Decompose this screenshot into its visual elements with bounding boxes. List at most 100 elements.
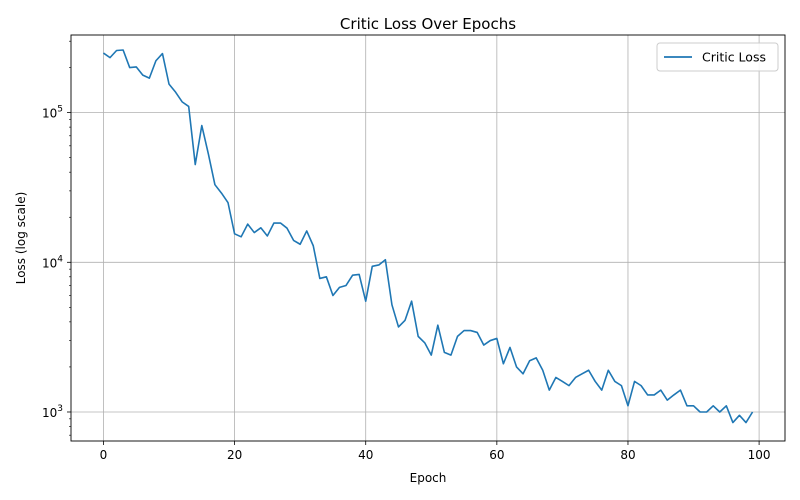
data-point bbox=[359, 274, 360, 275]
data-point bbox=[581, 373, 582, 374]
data-point bbox=[254, 232, 255, 233]
data-point bbox=[647, 394, 648, 395]
data-point bbox=[221, 192, 222, 193]
x-tick-label: 40 bbox=[358, 448, 373, 462]
data-point bbox=[503, 363, 504, 364]
data-point bbox=[424, 342, 425, 343]
data-point bbox=[391, 304, 392, 305]
data-point bbox=[306, 230, 307, 231]
data-point bbox=[549, 390, 550, 391]
data-point bbox=[640, 385, 641, 386]
data-point bbox=[477, 332, 478, 333]
data-point bbox=[568, 385, 569, 386]
y-tick-label: 103 bbox=[42, 404, 63, 420]
data-point bbox=[719, 411, 720, 412]
data-point bbox=[136, 66, 137, 67]
y-tick-exponent: 4 bbox=[57, 254, 63, 264]
data-point bbox=[385, 259, 386, 260]
data-point bbox=[162, 53, 163, 54]
data-point bbox=[365, 301, 366, 302]
data-point bbox=[516, 366, 517, 367]
chart-title: Critic Loss Over Epochs bbox=[340, 15, 516, 33]
data-point bbox=[470, 330, 471, 331]
data-point bbox=[732, 422, 733, 423]
series-layer bbox=[102, 49, 754, 424]
data-point bbox=[155, 60, 156, 61]
data-point bbox=[280, 222, 281, 223]
data-point bbox=[739, 415, 740, 416]
data-point bbox=[634, 381, 635, 382]
y-tick-label: 104 bbox=[42, 254, 63, 270]
data-point bbox=[109, 57, 110, 58]
data-point bbox=[129, 67, 130, 68]
data-point bbox=[483, 344, 484, 345]
data-point bbox=[555, 377, 556, 378]
data-point bbox=[201, 125, 202, 126]
data-point bbox=[457, 336, 458, 337]
x-tick-label: 80 bbox=[620, 448, 635, 462]
data-point bbox=[496, 338, 497, 339]
data-point bbox=[588, 370, 589, 371]
y-tick-exponent: 3 bbox=[57, 404, 63, 414]
data-point bbox=[175, 92, 176, 93]
data-point bbox=[398, 326, 399, 327]
x-tick-label: 60 bbox=[489, 448, 504, 462]
data-point bbox=[752, 411, 753, 412]
data-point bbox=[726, 405, 727, 406]
x-axis-label: Epoch bbox=[410, 471, 447, 485]
data-point bbox=[745, 422, 746, 423]
data-point bbox=[168, 84, 169, 85]
data-point bbox=[699, 411, 700, 412]
data-point bbox=[614, 381, 615, 382]
data-point bbox=[345, 285, 346, 286]
data-point bbox=[267, 235, 268, 236]
data-point bbox=[509, 347, 510, 348]
data-point bbox=[326, 276, 327, 277]
plot-frame bbox=[70, 34, 786, 442]
data-point bbox=[404, 320, 405, 321]
data-point bbox=[214, 184, 215, 185]
data-point bbox=[273, 222, 274, 223]
data-point bbox=[595, 381, 596, 382]
y-tick-base: 10 bbox=[42, 256, 57, 270]
data-point bbox=[142, 75, 143, 76]
data-point bbox=[693, 405, 694, 406]
data-point bbox=[300, 244, 301, 245]
data-point bbox=[182, 101, 183, 102]
series-line-critic-loss bbox=[102, 49, 754, 424]
data-point bbox=[667, 400, 668, 401]
data-point bbox=[542, 370, 543, 371]
data-point bbox=[706, 411, 707, 412]
data-point bbox=[444, 352, 445, 353]
y-tick-exponent: 5 bbox=[57, 105, 63, 115]
data-point bbox=[575, 377, 576, 378]
data-point bbox=[149, 78, 150, 79]
data-point bbox=[437, 325, 438, 326]
data-point bbox=[339, 287, 340, 288]
data-point bbox=[562, 381, 563, 382]
data-point bbox=[123, 49, 124, 50]
x-tick-label: 100 bbox=[748, 448, 771, 462]
data-point bbox=[116, 50, 117, 51]
data-point bbox=[234, 233, 235, 234]
data-point bbox=[536, 357, 537, 358]
data-point bbox=[490, 340, 491, 341]
data-point bbox=[450, 354, 451, 355]
data-point bbox=[378, 264, 379, 265]
data-point bbox=[208, 153, 209, 154]
data-point bbox=[418, 336, 419, 337]
data-point bbox=[686, 405, 687, 406]
data-point bbox=[286, 228, 287, 229]
data-point bbox=[352, 275, 353, 276]
data-point bbox=[332, 295, 333, 296]
data-point bbox=[188, 106, 189, 107]
data-point bbox=[103, 52, 104, 53]
data-point bbox=[293, 240, 294, 241]
x-tick-label: 20 bbox=[227, 448, 242, 462]
y-tick-base: 10 bbox=[42, 406, 57, 420]
data-point bbox=[680, 390, 681, 391]
data-point bbox=[621, 385, 622, 386]
legend-label: Critic Loss bbox=[702, 50, 766, 65]
